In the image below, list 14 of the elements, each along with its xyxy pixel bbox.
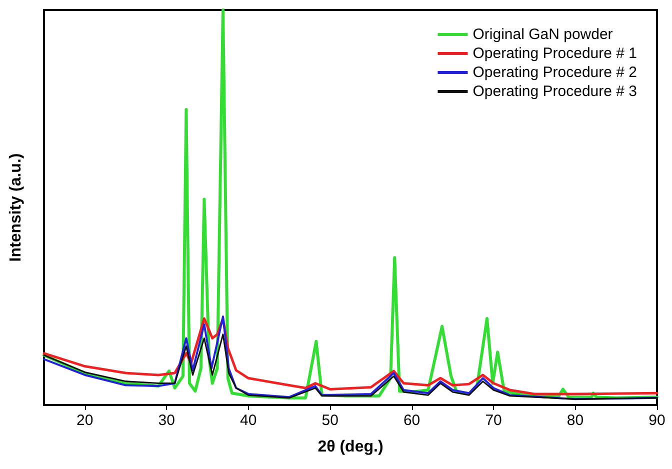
x-tick-label: 40 [240,412,257,429]
x-axis-title: 2θ (deg.) [318,438,384,456]
y-axis-title: Intensity (a.u.) [8,153,24,262]
legend-label: Operating Procedure # 2 [472,64,638,81]
x-tick-label: 90 [648,412,666,429]
legend-label: Original GaN powder [472,26,613,43]
x-tick-label: 80 [566,412,584,429]
x-tick-label: 50 [322,412,338,429]
x-tick-label: 70 [485,412,502,429]
x-tick-label: 30 [158,412,175,429]
legend-label: Operating Procedure # 3 [472,83,638,100]
x-tick-label: 60 [403,412,420,429]
x-tick-label: 20 [76,412,94,429]
legend-label: Operating Procedure # 1 [472,45,638,62]
